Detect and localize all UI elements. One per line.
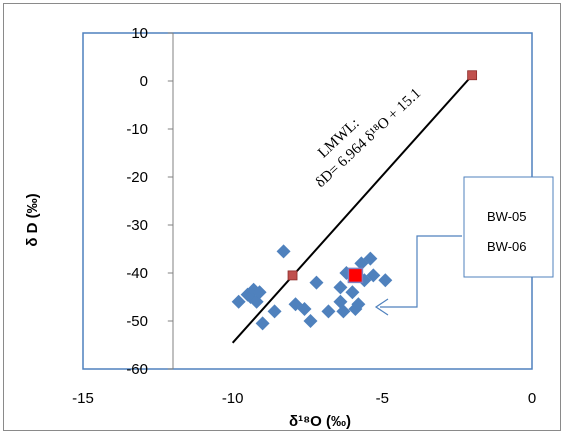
data-point-diamond bbox=[345, 285, 360, 300]
legend-box bbox=[463, 176, 554, 278]
legend-callout-arrow bbox=[374, 235, 462, 316]
data-point-diamond bbox=[231, 294, 246, 309]
data-point-diamond bbox=[336, 304, 351, 319]
legend-entry-bw05: BW-05 bbox=[487, 209, 527, 224]
y-tick-label: -20 bbox=[126, 169, 148, 186]
y-tick-label: -60 bbox=[126, 361, 148, 378]
y-tick-label: -30 bbox=[126, 217, 148, 234]
data-point-diamond bbox=[276, 244, 291, 259]
data-point-diamond bbox=[297, 302, 312, 316]
data-point-bw05 bbox=[467, 70, 478, 81]
x-tick-label: -10 bbox=[222, 390, 244, 407]
data-point-diamond bbox=[333, 280, 348, 295]
data-point-diamond bbox=[267, 304, 282, 319]
y-axis-title: δ D (‰) bbox=[24, 193, 41, 246]
legend-entry-bw06: BW-06 bbox=[487, 239, 527, 254]
y-tick-label: 10 bbox=[131, 25, 148, 42]
data-point-diamond bbox=[351, 297, 366, 312]
data-point-diamond bbox=[303, 314, 318, 328]
data-points bbox=[231, 70, 478, 331]
data-point-diamond bbox=[252, 285, 267, 300]
y-axis-ticks: 10 0 -10 -20 -30 -40 -50 -60 bbox=[126, 25, 173, 378]
data-point-diamond bbox=[243, 290, 258, 304]
data-point-diamond bbox=[366, 268, 381, 283]
y-tick-label: -10 bbox=[126, 121, 148, 138]
data-point-diamond bbox=[363, 251, 378, 266]
lmwl-regression-line bbox=[231, 74, 473, 344]
data-point-diamond bbox=[255, 316, 270, 331]
data-point-diamond bbox=[378, 273, 393, 288]
data-point-bw06 bbox=[347, 267, 364, 284]
data-point-bw05 bbox=[287, 270, 298, 281]
y-tick-label: -40 bbox=[126, 265, 148, 282]
x-axis-title: δ¹⁸O (‰) bbox=[289, 413, 351, 430]
x-tick-label: 0 bbox=[528, 390, 536, 407]
x-tick-label: -15 bbox=[72, 390, 94, 407]
legend: BW-05 BW-06 bbox=[463, 176, 554, 278]
data-point-diamond bbox=[309, 275, 324, 290]
x-axis-ticks: -15 -10 -5 0 bbox=[72, 390, 536, 407]
y-tick-label: 0 bbox=[140, 73, 148, 90]
y-tick-label: -50 bbox=[126, 313, 148, 330]
data-point-diamond bbox=[321, 304, 336, 319]
x-tick-label: -5 bbox=[376, 390, 389, 407]
